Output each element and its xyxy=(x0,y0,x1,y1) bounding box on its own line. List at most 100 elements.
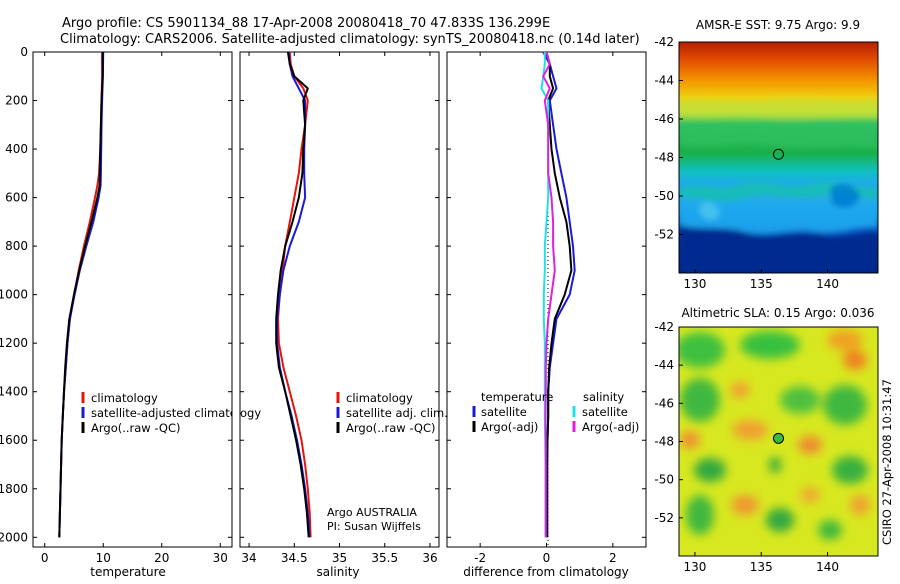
legend-label-satellite-adjusted: satellite-adjusted climatology xyxy=(91,406,261,420)
credit-line-2: PI: Susan Wijffels xyxy=(327,520,421,533)
sla-blob xyxy=(766,508,794,532)
depth-axis: 0 200 400 600 800 1000 1200 1400 1600 1800 2000 xyxy=(0,45,646,544)
depth-tick-label: 1600 xyxy=(0,433,28,447)
x-tick-label: 0 xyxy=(41,551,49,565)
legend-label-argo: Argo(..raw -QC) xyxy=(346,421,436,435)
sla-blob xyxy=(832,456,868,484)
legend-label-sal-argo: Argo(-adj) xyxy=(582,420,639,434)
series-line-argo-raw-qc- xyxy=(275,51,310,538)
sst-map-title: AMSR-E SST: 9.75 Argo: 9.9 xyxy=(696,18,860,32)
map-x-tick-label: 130 xyxy=(683,560,706,574)
map-x-tick-label: 140 xyxy=(816,560,839,574)
argo-position-marker xyxy=(772,148,784,160)
sla-blob xyxy=(740,331,800,359)
legend-title-salinity: salinity xyxy=(583,390,624,404)
x-tick-label: 10 xyxy=(96,551,111,565)
depth-tick-label: 600 xyxy=(5,191,28,205)
map-y-tick-label: -48 xyxy=(654,151,674,165)
depth-tick-label: 1000 xyxy=(0,288,28,302)
x-tick-label: 35 xyxy=(332,551,347,565)
sla-map-field xyxy=(679,327,878,556)
temperature-x-axis: 0 10 20 30 xyxy=(41,52,228,565)
series-line-salinity-argo-adj- xyxy=(542,51,556,538)
sla-blob xyxy=(798,436,822,454)
map-y-tick-label: -44 xyxy=(654,358,674,372)
map-y-tick-label: -50 xyxy=(654,473,674,487)
sla-blob xyxy=(780,386,820,414)
depth-tick-label: 400 xyxy=(5,142,28,156)
x-tick-label: 30 xyxy=(213,551,228,565)
depth-tick-label: 1400 xyxy=(0,385,28,399)
map-y-tick-label: -44 xyxy=(654,74,674,88)
x-tick-label: 34 xyxy=(241,551,256,565)
sla-map-axes: 130 135 140 -42 -44 -46 -48 -50 -52 xyxy=(654,320,839,574)
sla-blob xyxy=(850,495,870,515)
series-line-climatology xyxy=(58,52,104,538)
difference-panel: -2 0 2 difference from climatology tempera… xyxy=(446,51,647,579)
x-tick-label: 2 xyxy=(609,551,617,565)
depth-tick-label: 800 xyxy=(5,239,28,253)
sst-eddy xyxy=(830,184,860,209)
x-tick-label: 35.5 xyxy=(371,551,398,565)
sla-blob xyxy=(843,350,867,370)
salinity-legend: climatology satellite adj. clim. Argo(..… xyxy=(336,391,448,435)
sla-blob xyxy=(680,431,700,449)
depth-tick-label: 1200 xyxy=(0,336,28,350)
sst-map-panel: AMSR-E SST: 9.75 Argo: 9.9 130 135 140 -42 -… xyxy=(654,18,879,291)
legend-label-satellite-adj: satellite adj. clim. xyxy=(346,406,448,420)
series-line-temperature-argo-adj- xyxy=(545,51,573,538)
x-tick-label: 34.5 xyxy=(281,551,308,565)
sst-yellow-band xyxy=(679,97,878,120)
map-x-tick-label: 140 xyxy=(816,277,839,291)
series-line-satellite-adjusted-climatology xyxy=(58,51,105,538)
sla-map-panel: Altimetric SLA: 0.15 Argo: 0.036 xyxy=(654,306,879,574)
salinity-lines xyxy=(275,51,312,538)
difference-x-axis: -2 0 2 xyxy=(474,52,617,565)
depth-tick-label: 0 xyxy=(20,45,28,59)
x-tick-label: 0 xyxy=(543,551,551,565)
map-y-tick-label: -52 xyxy=(654,511,674,525)
map-y-tick-label: -46 xyxy=(654,396,674,410)
salinity-axes-frame xyxy=(239,51,440,548)
sla-blob xyxy=(730,382,750,398)
temperature-axes-frame xyxy=(32,51,233,548)
map-y-tick-label: -50 xyxy=(654,189,674,203)
series-line-argo-raw-qc- xyxy=(58,52,104,538)
temperature-lines xyxy=(58,51,105,538)
difference-lines xyxy=(540,51,576,538)
map-x-tick-label: 130 xyxy=(683,277,706,291)
map-x-tick-label: 135 xyxy=(750,277,773,291)
header-line-1: Argo profile: CS 5901134_88 17-Apr-2008 … xyxy=(62,16,550,31)
sla-blob xyxy=(827,330,863,350)
x-tick-label: -2 xyxy=(474,551,486,565)
temperature-xlabel: temperature xyxy=(90,565,165,579)
legend-label-climatology: climatology xyxy=(91,391,158,405)
legend-label-argo: Argo(..raw -QC) xyxy=(91,421,181,435)
legend-label-climatology: climatology xyxy=(346,391,413,405)
sla-blob xyxy=(818,520,842,540)
sst-map-field xyxy=(679,42,878,273)
depth-tick-label: 1800 xyxy=(0,482,28,496)
map-y-tick-label: -46 xyxy=(654,112,674,126)
map-y-tick-label: -52 xyxy=(654,228,674,242)
x-tick-label: 36 xyxy=(422,551,437,565)
salinity-xlabel: salinity xyxy=(316,565,359,579)
argo-position-marker xyxy=(772,432,784,444)
creation-stamp: CSIRO 27-Apr-2008 10:31:47 xyxy=(880,379,894,545)
map-y-tick-label: -42 xyxy=(654,320,674,334)
sla-blob xyxy=(694,458,726,482)
sla-blob xyxy=(823,385,867,425)
header-line-2: Climatology: CARS2006. Satellite-adjuste… xyxy=(60,32,640,47)
sla-blob xyxy=(679,332,725,368)
x-tick-label: 20 xyxy=(154,551,169,565)
sla-blob xyxy=(731,495,759,515)
sla-blob xyxy=(680,378,720,422)
salinity-x-axis: 34 34.5 35 35.5 36 xyxy=(241,52,438,565)
salinity-panel: 34 34.5 35 35.5 36 salinity climatology sate… xyxy=(239,51,448,579)
sla-blob xyxy=(800,487,820,503)
sla-blob xyxy=(769,457,781,473)
difference-xlabel: difference from climatology xyxy=(463,565,629,579)
legend-label-sal-satellite: satellite xyxy=(582,405,628,419)
sla-map-title: Altimetric SLA: 0.15 Argo: 0.036 xyxy=(681,306,874,320)
